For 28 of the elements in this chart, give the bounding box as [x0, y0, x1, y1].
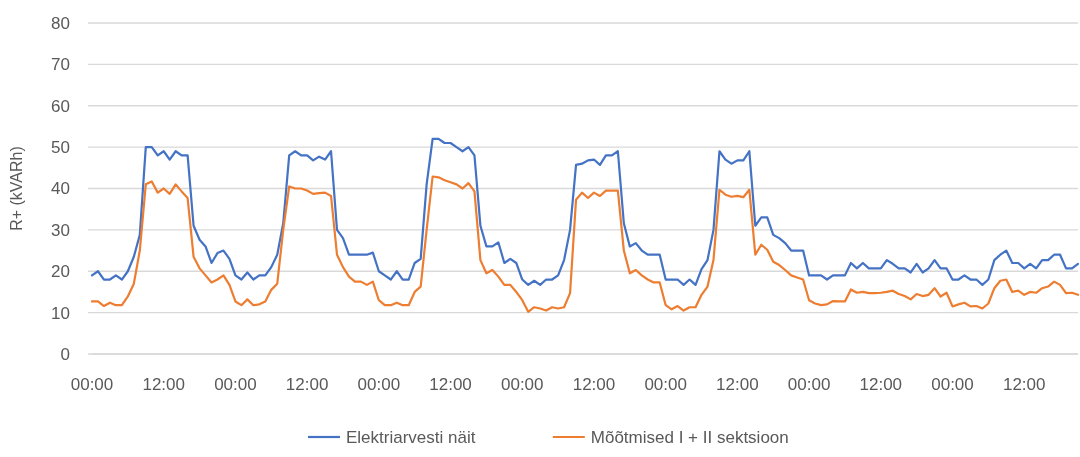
x-tick-label: 12:00: [142, 375, 185, 394]
y-tick-label: 70: [51, 55, 70, 75]
x-tick-label: 00:00: [357, 375, 401, 394]
y-tick-label: 30: [51, 220, 70, 240]
x-tick-label: 00:00: [644, 375, 687, 394]
y-tick-label: 50: [51, 138, 70, 158]
y-tick-label: 40: [51, 179, 70, 199]
x-tick-label: 00:00: [500, 375, 544, 394]
x-tick-label: 12:00: [1002, 375, 1046, 394]
x-tick-label: 00:00: [931, 375, 974, 394]
x-tick-label: 12:00: [716, 375, 759, 394]
line-series: [90, 175, 1080, 313]
x-tick-label: 12:00: [285, 375, 329, 394]
y-axis-title: R+ (kVARh): [8, 146, 25, 231]
y-tick-label: 20: [51, 262, 70, 282]
x-tick-label: 12:00: [429, 375, 472, 394]
y-tick-label: 10: [51, 303, 70, 323]
line-series: [90, 137, 1080, 286]
x-tick-label: 00:00: [787, 375, 831, 394]
x-tick-label: 12:00: [859, 375, 903, 394]
y-tick-label: 60: [51, 96, 70, 116]
x-tick-label: 12:00: [572, 375, 616, 394]
legend-label: Mõõtmised I + II sektsioon: [590, 427, 789, 447]
x-tick-label: 00:00: [214, 375, 257, 394]
y-tick-label: 80: [51, 13, 70, 33]
x-tick-label: 00:00: [70, 375, 114, 394]
y-tick-label: 0: [60, 344, 70, 364]
legend-label: Elektriarvesti näit: [346, 427, 476, 447]
